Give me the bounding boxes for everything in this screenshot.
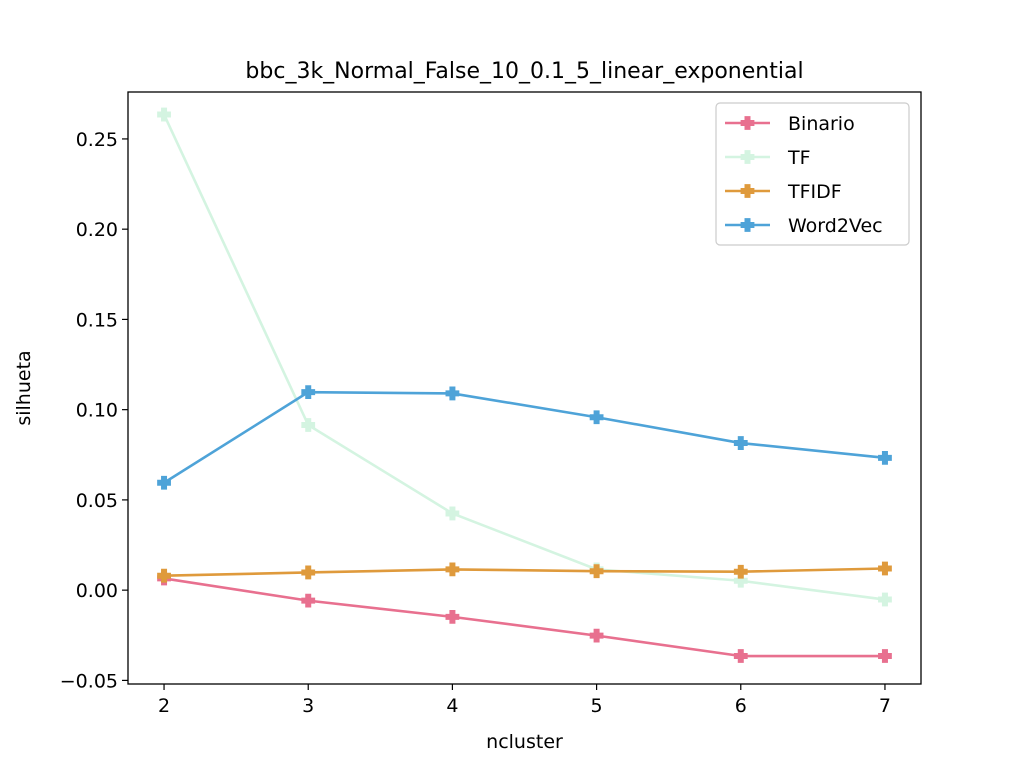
data-point-binario	[878, 649, 892, 663]
data-point-tfidf	[589, 564, 604, 579]
legend-entry-tf: TF	[725, 147, 811, 169]
y-tick-label: 0.05	[76, 490, 118, 512]
data-point-tfidf	[733, 564, 748, 579]
legend-swatch-marker	[740, 218, 755, 232]
series-line-tfidf	[164, 567, 885, 578]
y-tick-label: 0.20	[76, 219, 118, 241]
data-point-tf	[445, 506, 460, 521]
x-axis: 2 3 4 5 6 7	[158, 684, 891, 717]
legend-label: TFIDF	[787, 181, 842, 203]
data-point-binario	[589, 628, 604, 643]
y-tick-label: 0.00	[76, 580, 118, 602]
plot-area-frame	[127, 91, 922, 685]
legend-entry-binario: Binario	[725, 113, 855, 135]
legend-label: TF	[787, 147, 811, 169]
y-axis-label: silhueta	[13, 350, 35, 425]
x-tick-label: 4	[446, 695, 458, 717]
legend: Binario TF TFIDF Word2Vec	[715, 102, 910, 246]
y-tick-label: 0.15	[76, 309, 118, 331]
data-point-tf	[878, 592, 892, 607]
data-point-binario	[301, 593, 316, 608]
chart-title: bbc_3k_Normal_False_10_0.1_5_linear_expo…	[245, 59, 803, 84]
legend-swatch-marker	[740, 184, 755, 198]
data-point-word2vec	[733, 436, 748, 450]
data-point-tf	[301, 418, 316, 432]
data-point-word2vec	[878, 450, 892, 465]
x-axis-label: ncluster	[486, 731, 563, 753]
data-point-word2vec	[157, 475, 171, 490]
legend-label: Word2Vec	[788, 215, 883, 237]
series-layer	[157, 107, 892, 663]
y-tick-label: 0.25	[76, 129, 118, 151]
data-point-word2vec	[445, 386, 460, 401]
legend-box	[715, 102, 910, 246]
data-point-tfidf	[445, 562, 460, 577]
data-point-word2vec	[301, 385, 316, 400]
legend-entry-tfidf: TFIDF	[725, 181, 842, 203]
data-point-tf	[157, 107, 171, 122]
x-tick-label: 5	[591, 695, 603, 717]
legend-swatch-marker	[740, 150, 755, 164]
legend-label: Binario	[788, 113, 855, 135]
data-point-tfidf	[301, 565, 316, 580]
data-point-tfidf	[157, 568, 171, 583]
series-line-word2vec	[163, 390, 886, 484]
data-point-tfidf	[878, 561, 892, 576]
series-line-binario	[163, 577, 885, 658]
x-tick-label: 6	[735, 695, 747, 717]
series-tfidf	[157, 561, 892, 583]
series-word2vec	[157, 385, 892, 490]
x-tick-label: 3	[302, 695, 314, 717]
data-point-binario	[445, 609, 460, 624]
x-tick-label: 7	[879, 695, 891, 717]
data-point-binario	[733, 649, 748, 663]
legend-swatch-marker	[740, 116, 755, 130]
y-tick-label: 0.10	[76, 400, 118, 422]
series-line-tf	[162, 114, 886, 601]
y-axis: −0.05 0.00 0.05 0.10 0.15 0.20 0.25	[60, 129, 128, 692]
legend-entry-word2vec: Word2Vec	[725, 215, 883, 237]
data-point-word2vec	[589, 410, 604, 425]
y-tick-label: −0.05	[60, 670, 118, 692]
x-tick-label: 2	[158, 695, 170, 717]
